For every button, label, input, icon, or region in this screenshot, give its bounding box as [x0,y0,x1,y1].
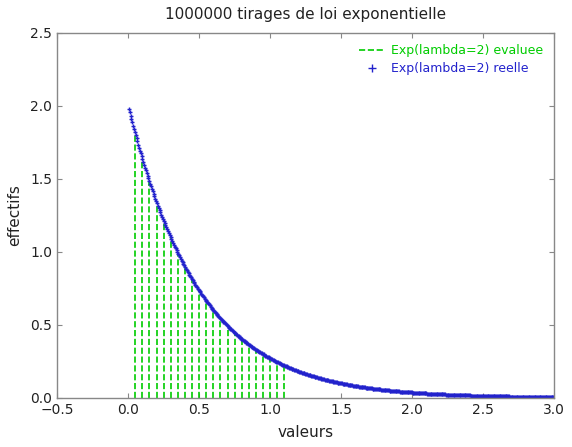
Exp(lambda=2) reelle [125,106,132,111]
Exp(lambda=2) reelle [541,394,547,400]
Exp(lambda=2) reelle [356,384,363,389]
Exp(lambda=2) reelle [330,379,337,384]
Exp(lambda=2) reelle [379,387,386,392]
Exp(lambda=2) evaluee [132,395,138,401]
Title: 1000000 tirages de loi exponentielle: 1000000 tirages de loi exponentielle [165,7,446,22]
Exp(lambda=2) reelle [474,393,481,398]
Line: Exp(lambda=2) reelle: Exp(lambda=2) reelle [126,106,557,400]
Legend: Exp(lambda=2) evaluee, Exp(lambda=2) reelle: Exp(lambda=2) evaluee, Exp(lambda=2) ree… [355,39,548,80]
X-axis label: valeurs: valeurs [277,425,333,440]
Y-axis label: effectifs: effectifs [7,185,22,246]
Exp(lambda=2) reelle [327,378,334,384]
Exp(lambda=2) evaluee [132,131,138,136]
Exp(lambda=2) reelle [551,394,558,400]
